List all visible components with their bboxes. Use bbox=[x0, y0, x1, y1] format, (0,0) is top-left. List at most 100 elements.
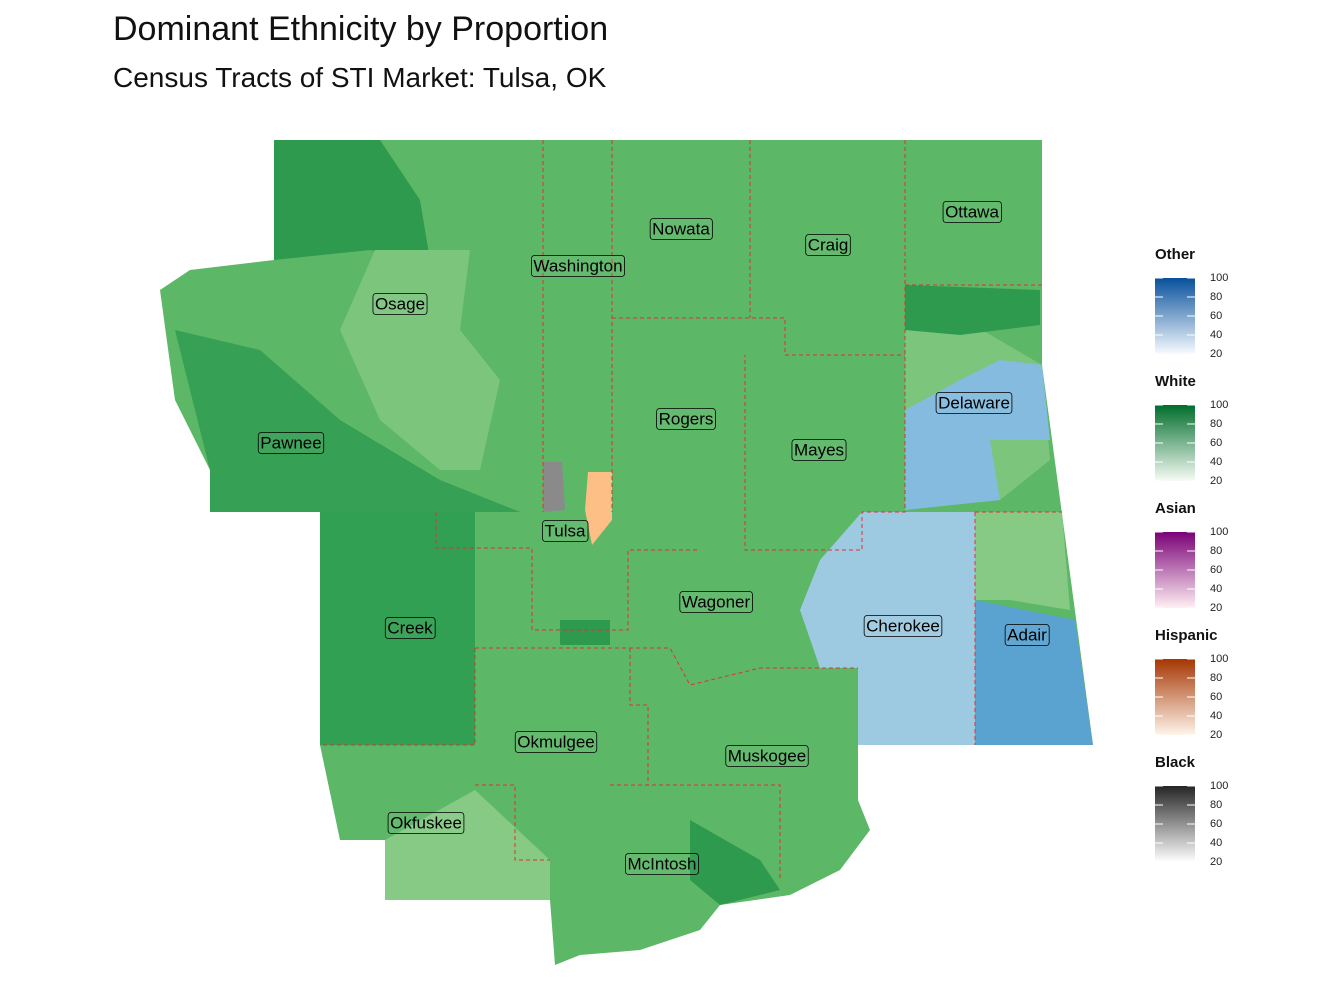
legend-tick-label: 60 bbox=[1210, 310, 1222, 322]
county-label: Creek bbox=[384, 617, 436, 639]
legend-tick-label: 40 bbox=[1210, 456, 1222, 468]
county-name: Osage bbox=[375, 294, 425, 313]
map-shapes bbox=[160, 140, 1093, 965]
county-line bbox=[610, 784, 781, 880]
label-box bbox=[649, 218, 713, 240]
county-label: Delaware bbox=[935, 392, 1013, 414]
county-name: Delaware bbox=[938, 393, 1010, 412]
county-name: Washington bbox=[533, 256, 622, 275]
county-name: Muskogee bbox=[728, 746, 806, 765]
label-box bbox=[257, 432, 325, 454]
region bbox=[975, 512, 1070, 610]
label-box bbox=[863, 615, 943, 637]
legend-title: White bbox=[1155, 373, 1196, 390]
county-name: Rogers bbox=[659, 409, 714, 428]
county-label: Nowata bbox=[649, 218, 713, 240]
label-box bbox=[384, 617, 436, 639]
county-name: Wagoner bbox=[682, 592, 751, 611]
legend-tick-label: 80 bbox=[1210, 291, 1222, 303]
county-line bbox=[475, 784, 550, 861]
legend-tick-label: 60 bbox=[1210, 691, 1222, 703]
county-label: Mayes bbox=[791, 439, 847, 461]
legend-tick-label: 40 bbox=[1210, 329, 1222, 341]
county-name: Pawnee bbox=[260, 433, 321, 452]
legend-tick-label: 80 bbox=[1210, 672, 1222, 684]
legend-tick-label: 20 bbox=[1210, 348, 1222, 360]
legend-tick-label: 60 bbox=[1210, 564, 1222, 576]
label-box bbox=[514, 731, 598, 753]
legend-tick-label: 100 bbox=[1210, 399, 1228, 411]
county-label: Muskogee bbox=[725, 745, 809, 767]
region bbox=[385, 790, 550, 900]
legend-tick-label: 20 bbox=[1210, 602, 1222, 614]
legend-tick-label: 60 bbox=[1210, 437, 1222, 449]
subtitle: Census Tracts of STI Market: Tulsa, OK bbox=[113, 62, 607, 93]
region bbox=[690, 820, 780, 905]
label-box bbox=[1004, 624, 1050, 646]
region bbox=[543, 462, 565, 512]
region bbox=[320, 512, 475, 745]
title: Dominant Ethnicity by Proportion bbox=[113, 10, 609, 48]
county-name: Okmulgee bbox=[517, 732, 594, 751]
legend-title: Asian bbox=[1155, 500, 1196, 517]
legend-tick-label: 20 bbox=[1210, 729, 1222, 741]
region bbox=[975, 600, 1093, 745]
county-name: Mayes bbox=[794, 440, 844, 459]
legend-tick-label: 80 bbox=[1210, 545, 1222, 557]
county-line bbox=[629, 648, 649, 785]
county-name: McIntosh bbox=[628, 854, 697, 873]
legend-title: Other bbox=[1155, 246, 1195, 263]
county-name: Craig bbox=[808, 235, 849, 254]
label-box bbox=[387, 812, 465, 834]
region bbox=[175, 330, 520, 512]
legend: Other 20 40 60 80 100 White 20 40 60 80 100 Asian 20 4… bbox=[1155, 246, 1228, 868]
region bbox=[585, 472, 612, 545]
county-name: Okfuskee bbox=[390, 813, 462, 832]
legend-title: Hispanic bbox=[1155, 627, 1218, 644]
county-label: Pawnee bbox=[257, 432, 325, 454]
region bbox=[274, 140, 430, 260]
legend-tick-label: 80 bbox=[1210, 799, 1222, 811]
label-box bbox=[531, 255, 625, 277]
county-label: Rogers bbox=[656, 408, 716, 430]
county-line bbox=[475, 647, 858, 686]
legend-tick-label: 80 bbox=[1210, 418, 1222, 430]
label-box bbox=[942, 201, 1002, 223]
county-label: McIntosh bbox=[625, 853, 699, 875]
region bbox=[905, 285, 1040, 335]
label-box bbox=[625, 853, 699, 875]
county-label: Okfuskee bbox=[387, 812, 465, 834]
region bbox=[800, 512, 975, 745]
label-box bbox=[935, 392, 1013, 414]
legend-title: Black bbox=[1155, 754, 1196, 771]
legend-tick-label: 40 bbox=[1210, 710, 1222, 722]
county-label: Wagoner bbox=[679, 591, 753, 613]
county-line bbox=[435, 512, 700, 631]
legend-tick-label: 20 bbox=[1210, 856, 1222, 868]
county-line bbox=[744, 140, 906, 551]
legend-tick-label: 40 bbox=[1210, 583, 1222, 595]
county-name: Adair bbox=[1007, 625, 1047, 644]
county-line bbox=[612, 317, 905, 356]
county-label: Cherokee bbox=[863, 615, 943, 637]
county-label: Tulsa bbox=[542, 520, 589, 542]
label-box bbox=[791, 439, 847, 461]
label-box bbox=[542, 520, 589, 542]
county-name: Tulsa bbox=[545, 521, 586, 540]
county-label: Osage bbox=[372, 293, 428, 315]
county-label: Washington bbox=[531, 255, 625, 277]
legend-tick-label: 40 bbox=[1210, 837, 1222, 849]
legend-tick-label: 100 bbox=[1210, 780, 1228, 792]
region bbox=[560, 620, 610, 645]
label-box bbox=[725, 745, 809, 767]
county-labels: Osage Pawnee Washington Nowata Craig Ottawa De… bbox=[257, 201, 1050, 875]
county-label: Adair bbox=[1004, 624, 1050, 646]
label-box bbox=[656, 408, 716, 430]
county-label: Craig bbox=[805, 234, 851, 256]
county-name: Cherokee bbox=[866, 616, 940, 635]
legend-tick-label: 100 bbox=[1210, 272, 1228, 284]
legend-tick-label: 100 bbox=[1210, 653, 1228, 665]
region bbox=[905, 360, 1050, 510]
